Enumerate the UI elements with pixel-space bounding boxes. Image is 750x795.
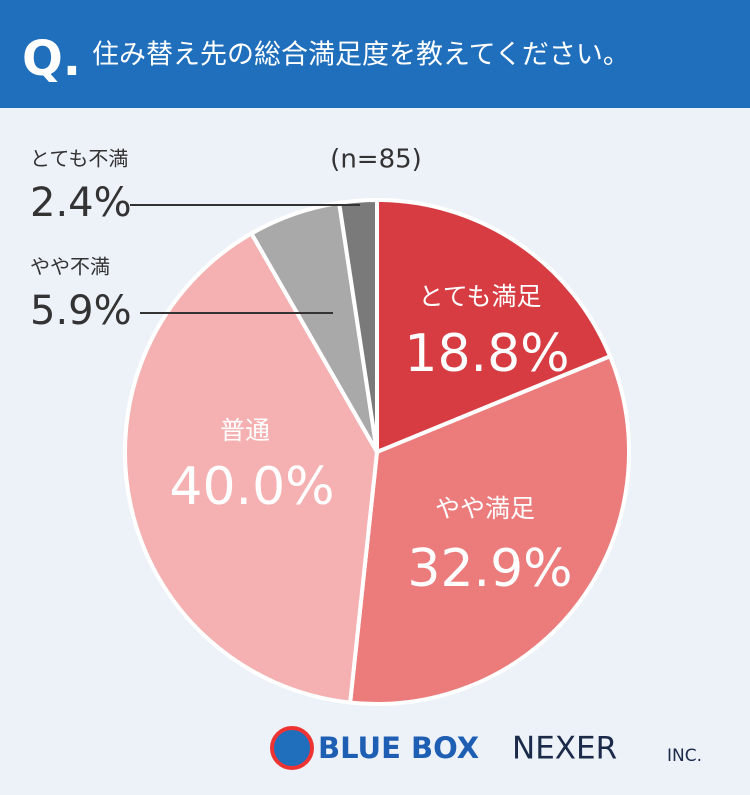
question-prefix: Q. bbox=[22, 31, 81, 87]
slice-label: やや不満 bbox=[30, 255, 110, 279]
slice-label: やや満足 bbox=[435, 494, 535, 523]
pie-slice bbox=[336, 197, 379, 453]
pie-slice bbox=[347, 353, 631, 706]
slice-label: とても不満 bbox=[30, 147, 128, 171]
brand-icon bbox=[270, 726, 314, 770]
pie-slice bbox=[123, 230, 380, 705]
question-title: 住み替え先の総合満足度を教えてください。 bbox=[92, 40, 630, 71]
sample-note: (n=85) bbox=[330, 145, 422, 175]
slice-label: とても満足 bbox=[418, 282, 541, 311]
slice-value-label: 40.0% bbox=[169, 457, 334, 517]
slice-value-label: 32.9% bbox=[407, 539, 572, 599]
brand-blue-box: BLUE BOX bbox=[318, 731, 479, 765]
slice-value-label: 5.9% bbox=[30, 288, 132, 334]
footer: BLUE BOX NEXER INC. bbox=[270, 726, 702, 770]
header-band bbox=[0, 0, 750, 108]
slice-label: 普通 bbox=[220, 416, 270, 445]
brand-nexer-suffix: INC. bbox=[667, 746, 702, 766]
slice-value-label: 2.4% bbox=[30, 180, 132, 226]
brand-nexer: NEXER bbox=[512, 731, 617, 767]
pie-slice bbox=[375, 197, 613, 455]
slice-value-label: 18.8% bbox=[404, 324, 569, 384]
